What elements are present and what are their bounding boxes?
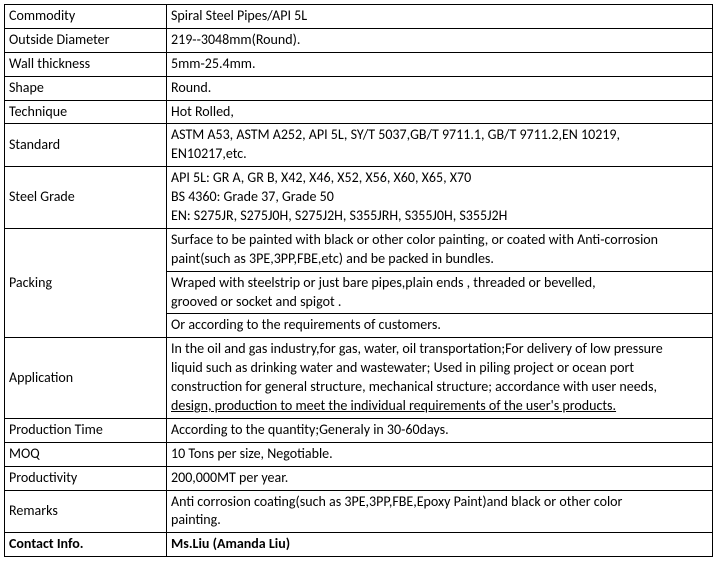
table-row: Standard ASTM A53, ASTM A252, API 5L, SY… bbox=[5, 124, 713, 167]
value-packing-2: Wraped with steelstrip or just bare pipe… bbox=[167, 271, 713, 314]
table-row: Wall thickness 5mm-25.4mm. bbox=[5, 52, 713, 76]
label-steel-grade: Steel Grade bbox=[5, 167, 167, 229]
packing-sub1-line2: paint(such as 3PE,3PP,FBE,etc) and be pa… bbox=[171, 250, 708, 269]
table-row: Production Time According to the quantit… bbox=[5, 418, 713, 442]
value-packing-3: Or according to the requirements of cust… bbox=[167, 314, 713, 338]
value-technique: Hot Rolled, bbox=[167, 100, 713, 124]
table-row: Shape Round. bbox=[5, 76, 713, 100]
value-moq: 10 Tons per size, Negotiable. bbox=[167, 442, 713, 466]
steel-grade-line1: API 5L: GR A, GR B, X42, X46, X52, X56, … bbox=[171, 169, 708, 188]
packing-sub2-line2: grooved or socket and spigot . bbox=[171, 293, 708, 312]
application-line3: construction for general structure, mech… bbox=[171, 378, 708, 397]
label-application: Application bbox=[5, 338, 167, 419]
steel-grade-line3: EN: S275JR, S275J0H, S275J2H, S355JRH, S… bbox=[171, 207, 708, 226]
label-commodity: Commodity bbox=[5, 5, 167, 29]
table-row: Technique Hot Rolled, bbox=[5, 100, 713, 124]
steel-grade-line2: BS 4360: Grade 37, Grade 50 bbox=[171, 188, 708, 207]
application-line1: In the oil and gas industry,for gas, wat… bbox=[171, 340, 708, 359]
table-row: Commodity Spiral Steel Pipes/API 5L bbox=[5, 5, 713, 29]
remarks-line1: Anti corrosion coating(such as 3PE,3PP,F… bbox=[171, 493, 708, 512]
packing-sub1-line1: Surface to be painted with black or othe… bbox=[171, 231, 708, 250]
value-production-time: According to the quantity;Generaly in 30… bbox=[167, 418, 713, 442]
label-standard: Standard bbox=[5, 124, 167, 167]
label-productivity: Productivity bbox=[5, 466, 167, 490]
label-shape: Shape bbox=[5, 76, 167, 100]
label-moq: MOQ bbox=[5, 442, 167, 466]
value-packing-1: Surface to be painted with black or othe… bbox=[167, 228, 713, 271]
table-row: Remarks Anti corrosion coating(such as 3… bbox=[5, 490, 713, 533]
packing-sub2-line1: Wraped with steelstrip or just bare pipe… bbox=[171, 274, 708, 293]
value-standard: ASTM A53, ASTM A252, API 5L, SY/T 5037,G… bbox=[167, 124, 713, 167]
label-technique: Technique bbox=[5, 100, 167, 124]
value-application: In the oil and gas industry,for gas, wat… bbox=[167, 338, 713, 419]
value-shape: Round. bbox=[167, 76, 713, 100]
value-contact-info: Ms.Liu (Amanda Liu) bbox=[167, 533, 713, 557]
table-row: Steel Grade API 5L: GR A, GR B, X42, X46… bbox=[5, 167, 713, 229]
value-productivity: 200,000MT per year. bbox=[167, 466, 713, 490]
value-wall-thickness: 5mm-25.4mm. bbox=[167, 52, 713, 76]
value-commodity: Spiral Steel Pipes/API 5L bbox=[167, 5, 713, 29]
standard-line1: ASTM A53, ASTM A252, API 5L, SY/T 5037,G… bbox=[171, 126, 708, 145]
label-packing: Packing bbox=[5, 228, 167, 337]
table-row: Application In the oil and gas industry,… bbox=[5, 338, 713, 419]
table-row: MOQ 10 Tons per size, Negotiable. bbox=[5, 442, 713, 466]
value-steel-grade: API 5L: GR A, GR B, X42, X46, X52, X56, … bbox=[167, 167, 713, 229]
table-row: Contact Info. Ms.Liu (Amanda Liu) bbox=[5, 533, 713, 557]
remarks-line2: painting. bbox=[171, 511, 708, 530]
label-remarks: Remarks bbox=[5, 490, 167, 533]
label-production-time: Production Time bbox=[5, 418, 167, 442]
value-outside-diameter: 219--3048mm(Round). bbox=[167, 28, 713, 52]
value-remarks: Anti corrosion coating(such as 3PE,3PP,F… bbox=[167, 490, 713, 533]
application-line4: design, production to meet the individua… bbox=[171, 397, 708, 416]
standard-line2: EN10217,etc. bbox=[171, 145, 708, 164]
spec-table: Commodity Spiral Steel Pipes/API 5L Outs… bbox=[4, 4, 713, 557]
table-row: Productivity 200,000MT per year. bbox=[5, 466, 713, 490]
label-wall-thickness: Wall thickness bbox=[5, 52, 167, 76]
label-outside-diameter: Outside Diameter bbox=[5, 28, 167, 52]
table-row: Outside Diameter 219--3048mm(Round). bbox=[5, 28, 713, 52]
label-contact-info: Contact Info. bbox=[5, 533, 167, 557]
application-line2: liquid such as drinking water and wastew… bbox=[171, 359, 708, 378]
table-row: Packing Surface to be painted with black… bbox=[5, 228, 713, 271]
